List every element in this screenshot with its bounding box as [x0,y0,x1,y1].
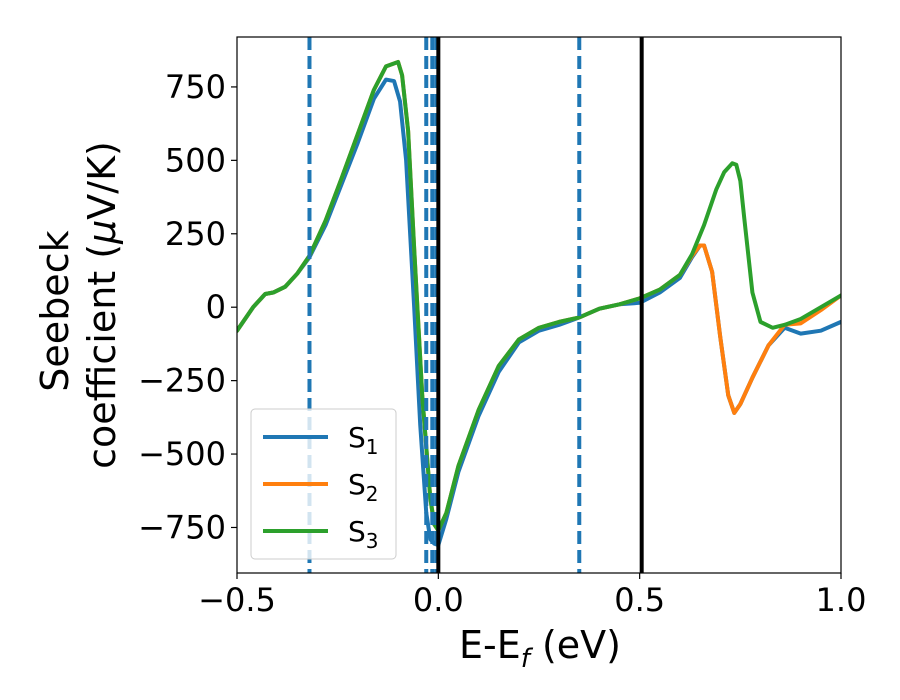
x-tick-label: 0.5 [614,581,665,619]
y-axis-label: Seebeck coefficient (μV/K) [33,141,124,469]
x-tick-label: 0.0 [413,581,464,619]
x-tick-label: 1.0 [816,581,867,619]
y-tick-label: −250 [138,362,226,400]
legend-label-s3: S3 [348,515,379,553]
y-tick-label: 750 [165,68,226,106]
plot-frame [236,36,842,574]
y-tick-label: −500 [138,435,226,473]
y-tick-label: 250 [165,215,226,253]
legend: S1 S2 S3 [250,408,397,560]
x-axis-label: E-Ef (eV) [459,623,621,674]
y-tick-label: −750 [138,508,226,546]
legend-label-s2: S2 [348,468,379,506]
y-tick-label: 500 [165,141,226,179]
x-tick-label: −0.5 [198,581,276,619]
plot-content [237,37,841,573]
axis-ticks: −0.5 0.0 0.5 1.0 750 500 250 0 −250 −500 −750 [138,68,866,619]
legend-label-s1: S1 [348,421,379,459]
series-line-s3 [237,59,841,533]
y-tick-label: 0 [206,288,226,326]
